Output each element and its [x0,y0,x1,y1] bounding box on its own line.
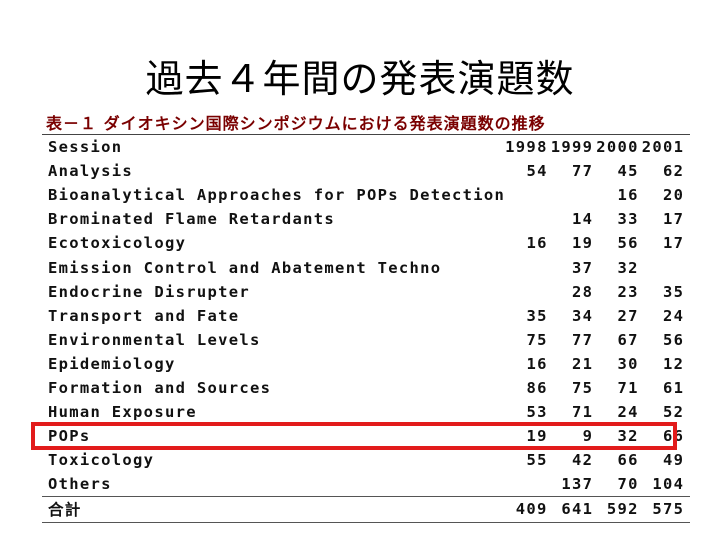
cell-1999: 37 [571,258,594,277]
total-2000: 592 [596,496,642,523]
session-table: Session 1998 1999 2000 2001 Analysis 54 … [42,134,691,523]
cell-1998: 19 [526,427,548,446]
header-1999: 1999 [550,134,597,160]
table-row: Endocrine Disrupter 28 23 35 [42,280,690,304]
cell-1998: 16 [526,234,548,253]
row-session: Human Exposure [48,403,197,422]
table-row: Transport and Fate 35 34 27 24 [42,304,690,328]
row-session: Others [48,475,112,494]
cell-1998 [505,280,551,304]
cell-2001: 56 [663,330,685,349]
cell-2001: 12 [663,354,685,373]
cell-1999 [551,183,597,207]
row-session: Epidemiology [48,354,176,373]
cell-1998 [505,255,551,279]
total-1999: 641 [550,496,597,523]
cell-1999: 19 [571,234,594,253]
slide-title: 過去４年間の発表演題数 [145,57,575,101]
session-table-container: Session 1998 1999 2000 2001 Analysis 54 … [42,134,691,523]
cell-2000: 32 [617,427,639,446]
cell-2001: 20 [663,186,685,205]
table-total-row: 合計 409 641 592 575 [42,496,691,523]
cell-1999: 28 [571,282,594,301]
cell-2001: 35 [663,282,685,301]
row-session: Ecotoxicology [48,234,187,253]
cell-1999: 71 [571,403,594,422]
cell-2000: 66 [617,451,639,470]
cell-2001 [642,255,691,279]
table-row: Formation and Sources 86 75 71 61 [42,376,690,400]
cell-2001: 61 [663,378,685,397]
cell-2001: 62 [663,162,685,181]
cell-1998: 55 [526,451,548,470]
cell-2000: 71 [617,378,639,397]
row-session: Environmental Levels [48,330,261,349]
cell-1998: 54 [526,162,548,181]
cell-1998: 53 [526,403,548,422]
cell-1999: 75 [571,378,594,397]
total-label: 合計 [42,496,506,523]
cell-2000: 27 [617,306,639,325]
cell-1999: 9 [582,427,594,446]
cell-2001: 104 [652,475,685,494]
row-session: Toxicology [48,451,155,470]
table-header-row: Session 1998 1999 2000 2001 [42,134,691,160]
cell-1999: 21 [571,354,594,373]
table-caption: 表－１ ダイオキシン国際シンポジウムにおける発表演題数の推移 [46,114,546,133]
cell-2000: 24 [617,403,639,422]
cell-1999: 77 [571,162,594,181]
total-1998: 409 [505,496,551,523]
table-row: Bioanalytical Approaches for POPs Detect… [42,183,690,207]
total-2001: 575 [641,496,691,523]
table-row: Environmental Levels 75 77 67 56 [42,328,690,352]
row-session: Endocrine Disrupter [48,282,251,301]
cell-2001: 17 [663,234,685,253]
cell-2000: 70 [617,475,639,494]
cell-1998: 86 [526,378,548,397]
row-session: Formation and Sources [48,378,272,397]
table-row: Others 137 70 104 [42,472,690,497]
header-1998: 1998 [505,134,551,160]
cell-1998: 16 [526,354,548,373]
cell-2001: 49 [663,451,685,470]
header-2000: 2000 [596,134,642,160]
header-2001: 2001 [641,134,691,160]
cell-1998: 35 [526,306,548,325]
row-session: POPs [48,427,91,446]
cell-1999: 77 [571,330,594,349]
row-session: Bioanalytical Approaches for POPs Detect… [48,186,506,205]
table-row: Human Exposure 53 71 24 52 [42,400,690,424]
cell-2001: 17 [663,210,685,229]
cell-1998 [505,183,551,207]
cell-2000: 16 [617,186,639,205]
row-session: Transport and Fate [48,306,240,325]
cell-1999: 137 [561,475,594,494]
row-session: Emission Control and Abatement Techno [48,258,442,277]
cell-2000: 23 [617,282,639,301]
cell-1999: 42 [571,451,594,470]
cell-2001: 24 [663,306,685,325]
table-row: Toxicology 55 42 66 49 [42,448,690,472]
table-row: Epidemiology 16 21 30 12 [42,352,690,376]
table-row: Emission Control and Abatement Techno 37… [42,255,690,279]
row-session: Brominated Flame Retardants [48,210,336,229]
cell-1998: 75 [526,330,548,349]
cell-1999: 14 [571,210,594,229]
table-row: Ecotoxicology 16 19 56 17 [42,231,690,255]
header-session: Session [42,134,506,160]
cell-1999: 34 [571,306,594,325]
table-row: Brominated Flame Retardants 14 33 17 [42,207,690,231]
cell-2000: 56 [617,234,639,253]
pops-row-highlight-box [31,422,677,450]
cell-2000: 32 [617,258,639,277]
row-session: Analysis [48,162,134,181]
cell-2001: 52 [663,403,685,422]
cell-2000: 33 [617,210,639,229]
cell-1998 [505,207,551,231]
cell-1998 [505,472,551,497]
cell-2000: 30 [617,354,639,373]
cell-2000: 67 [617,330,639,349]
table-row: Analysis 54 77 45 62 [42,159,690,183]
cell-2000: 45 [617,162,639,181]
